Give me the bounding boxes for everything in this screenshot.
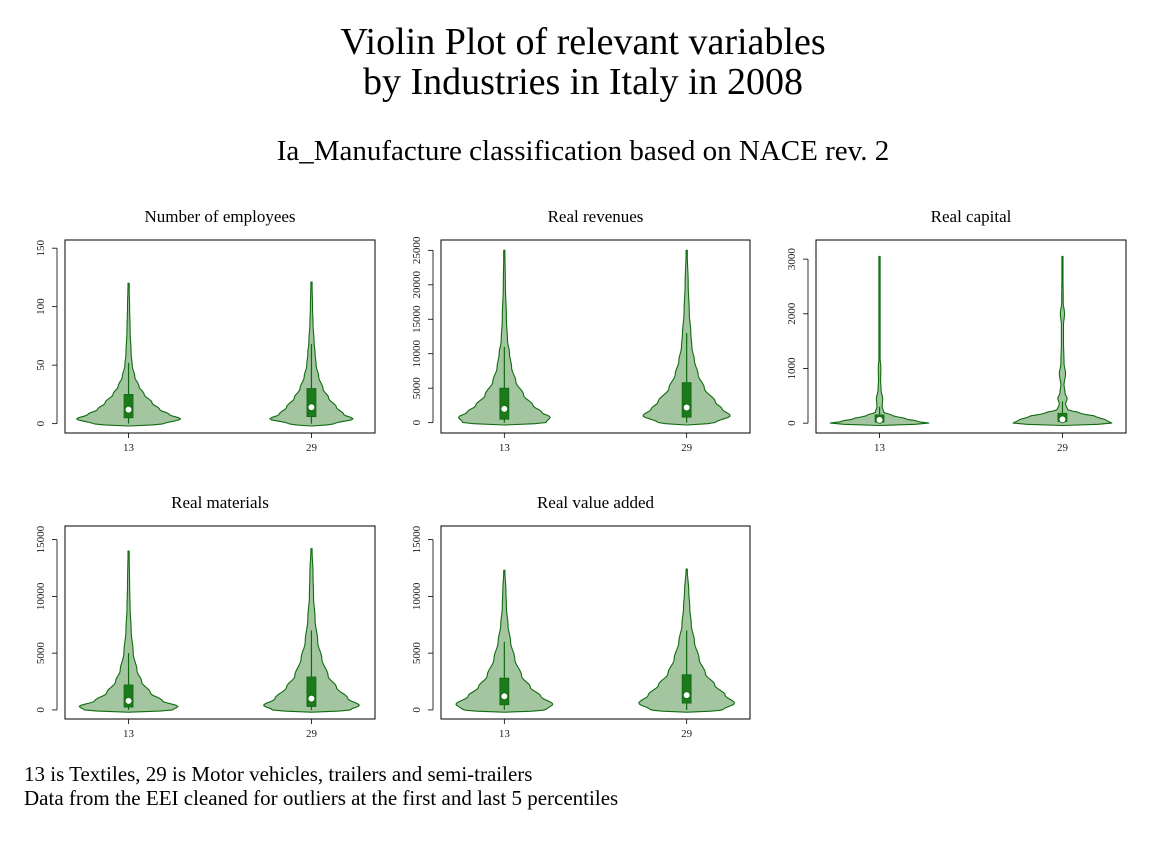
y-tick-label: 10000: [35, 582, 47, 610]
violin-shape: [1012, 255, 1113, 427]
y-tick-label: 0: [411, 707, 423, 713]
violin-median-marker: [307, 694, 316, 703]
plot-frame: [440, 239, 751, 434]
panel-title: Real materials: [171, 493, 269, 512]
plot-frame: [440, 525, 751, 720]
violin-median-marker: [124, 405, 133, 414]
violin-median-marker: [124, 697, 133, 705]
violin-iqr-box: [306, 676, 317, 707]
violin-panel: Real materials 0 5000 10000 15000 13 29: [35, 493, 376, 740]
x-tick-label: 29: [681, 442, 693, 454]
violin-median-marker: [500, 405, 509, 413]
violin-median-marker: [307, 403, 316, 412]
y-tick-label: 25000: [411, 236, 423, 264]
violin-panel: Real capital 0 1000 2000 3000 13 29: [786, 207, 1127, 454]
violin-shape: [78, 550, 179, 713]
x-tick-label: 13: [499, 442, 511, 454]
y-tick-label: 50: [35, 359, 47, 371]
x-tick-label: 13: [874, 442, 886, 454]
y-tick-label: 15000: [35, 525, 47, 553]
y-tick-label: 0: [411, 419, 423, 425]
figure-title-line1: Violin Plot of relevant variables: [340, 21, 825, 63]
y-tick-label: 150: [35, 239, 47, 256]
y-tick-label: 3000: [786, 248, 798, 271]
y-tick-label: 5000: [411, 642, 423, 665]
y-tick-label: 0: [786, 420, 798, 426]
violin-iqr-box: [681, 674, 692, 704]
violin-shape: [458, 249, 551, 426]
violin-panel: Number of employees 0 50 100 150 13 29: [35, 207, 376, 454]
panel-title: Number of employees: [144, 207, 295, 226]
y-tick-label: 15000: [411, 525, 423, 553]
figure-note-line2: Data from the EEI cleaned for outliers a…: [24, 786, 618, 810]
panel-title: Real capital: [931, 207, 1012, 226]
y-tick-label: 1000: [786, 357, 798, 380]
y-tick-label: 2000: [786, 302, 798, 325]
y-tick-label: 10000: [411, 582, 423, 610]
panel-title: Real value added: [537, 493, 655, 512]
y-tick-label: 20000: [411, 271, 423, 299]
violin-panel: Real value added 0 5000 10000 15000 13 29: [411, 493, 751, 740]
x-tick-label: 13: [123, 442, 135, 454]
plot-frame: [64, 239, 376, 434]
violin-iqr-box: [499, 387, 510, 420]
y-tick-label: 0: [35, 420, 47, 426]
figure-title-line2: by Industries in Italy in 2008: [363, 61, 803, 103]
figure-note-line1: 13 is Textiles, 29 is Motor vehicles, tr…: [24, 762, 532, 786]
panel-title: Real revenues: [548, 207, 644, 226]
y-tick-label: 15000: [411, 305, 423, 333]
violin-median-marker: [1058, 415, 1067, 424]
violin-median-marker: [682, 403, 691, 412]
violin-iqr-box: [306, 388, 317, 418]
y-tick-label: 0: [35, 707, 47, 713]
y-tick-label: 100: [35, 298, 47, 315]
violin-shape: [455, 569, 554, 713]
plot-frame: [64, 525, 376, 720]
violin-median-marker: [682, 691, 691, 699]
x-tick-label: 13: [499, 728, 511, 740]
violin-iqr-box: [499, 677, 510, 706]
x-tick-label: 29: [306, 442, 318, 454]
x-tick-label: 29: [681, 728, 693, 740]
violin-median-marker: [500, 692, 509, 701]
violin-iqr-box: [123, 684, 134, 708]
violin-median-marker: [875, 416, 884, 424]
y-tick-label: 5000: [35, 642, 47, 665]
x-tick-label: 13: [123, 728, 135, 740]
violin-shape: [76, 282, 182, 427]
violin-iqr-box: [681, 382, 692, 418]
violin-shape: [829, 255, 930, 427]
x-tick-label: 29: [306, 728, 318, 740]
plot-frame: [815, 239, 1127, 434]
y-tick-label: 5000: [411, 377, 423, 400]
violin-panel: Real revenues 0 5000 10000 15000 20000 25000 13…: [411, 207, 751, 454]
y-tick-label: 10000: [411, 339, 423, 367]
x-tick-label: 29: [1057, 442, 1069, 454]
figure-subtitle: Ia_Manufacture classification based on N…: [277, 135, 890, 167]
